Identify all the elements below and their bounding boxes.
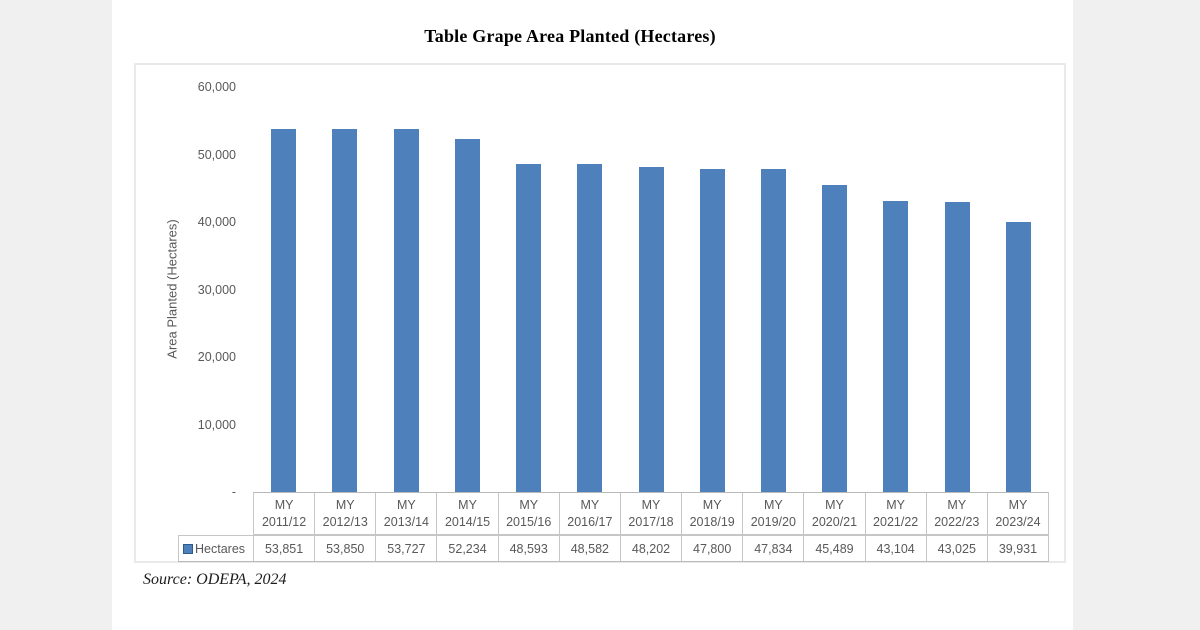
- bar: [883, 201, 908, 492]
- value-cell: 43,025: [927, 536, 988, 561]
- category-header-cell: MY 2016/17: [560, 493, 621, 534]
- category-line1: MY: [274, 497, 294, 512]
- y-tick-label: 60,000: [197, 80, 236, 94]
- category-line1: MY: [702, 497, 722, 512]
- value-cell: 45,489: [804, 536, 866, 561]
- category-header-cell: MY 2013/14: [376, 493, 438, 534]
- category-header-cell: MY 2011/12: [254, 493, 316, 534]
- y-tick-label: 40,000: [197, 215, 236, 229]
- category-line2: 2019/20: [750, 514, 796, 529]
- bar: [700, 169, 725, 492]
- y-tick-label: 50,000: [197, 147, 236, 162]
- category-line1: MY: [886, 497, 906, 512]
- category-line1: MY: [825, 497, 844, 512]
- bar: [455, 139, 480, 492]
- chart-title: Table Grape Area Planted (Hectares): [424, 26, 716, 46]
- y-tick-label: -: [231, 485, 236, 499]
- category-header-cell: MY 2012/13: [315, 493, 377, 534]
- category-line2: 2014/15: [444, 514, 491, 529]
- value-cell: 52,234: [437, 536, 499, 561]
- category-line2: 2022/23: [934, 514, 980, 529]
- source-note: Source: ODEPA, 2024: [143, 571, 287, 588]
- bar: [639, 167, 664, 492]
- category-header-cell: MY 2019/20: [743, 493, 805, 534]
- category-line2: 2016/17: [567, 514, 613, 529]
- value-cell: 48,593: [499, 536, 560, 561]
- value-cell: 53,850: [315, 536, 377, 561]
- legend-cell: Hectares: [179, 536, 254, 561]
- value-cell: 39,931: [998, 541, 1038, 556]
- category-line2: 2018/19: [689, 514, 735, 529]
- y-tick-label: 20,000: [197, 350, 236, 364]
- value-cell: 47,800: [682, 536, 744, 561]
- bar: [761, 169, 786, 492]
- legend-series-label: Hectares: [195, 541, 246, 556]
- category-header-cell: MY 2023/24: [988, 493, 1048, 534]
- category-line1: MY: [947, 497, 967, 512]
- bar: [945, 202, 970, 492]
- page-margin-right: [1073, 0, 1200, 630]
- data-table-value-row: Hectares 53,851 53,850 53,727 52,234 48,593 4…: [178, 535, 1049, 562]
- category-line2: 2020/21: [811, 514, 858, 529]
- category-line2: 2017/18: [628, 514, 674, 529]
- value-cell: 43,104: [866, 536, 927, 561]
- category-line1: MY: [458, 497, 477, 512]
- category-line1: MY: [1008, 497, 1028, 512]
- y-tick-label: 10,000: [197, 417, 236, 432]
- category-line2: 2011/12: [261, 514, 307, 529]
- plot-area: [253, 87, 1049, 492]
- category-line1: MY: [397, 497, 416, 512]
- y-tick-label: 30,000: [197, 282, 236, 297]
- page-margin-left: [0, 0, 112, 630]
- value-cell: 53,851: [254, 536, 316, 561]
- category-line2: 2013/14: [383, 514, 429, 529]
- category-line2: 2021/22: [873, 514, 919, 529]
- category-header-cell: MY 2015/16: [499, 493, 560, 534]
- category-header-cell: MY 2018/19: [682, 493, 744, 534]
- category-header-cell: MY 2020/21: [804, 493, 866, 534]
- category-header-cell: MY 2021/22: [866, 493, 927, 534]
- category-line2: 2015/16: [506, 514, 552, 529]
- bar: [822, 185, 847, 492]
- value-cell: 48,202: [621, 536, 683, 561]
- category-line1: MY: [519, 497, 539, 512]
- category-line1: MY: [763, 497, 783, 512]
- hectares-legend-key-icon: [183, 543, 193, 554]
- category-header-cell: MY 2022/23: [927, 493, 988, 534]
- value-cell: 47,834: [743, 536, 805, 561]
- value-cell: 53,727: [376, 536, 438, 561]
- category-line1: MY: [580, 497, 600, 512]
- value-cell: 48,582: [560, 536, 621, 561]
- bar: [394, 129, 419, 492]
- bar: [271, 129, 296, 492]
- category-line1: MY: [641, 497, 661, 512]
- category-header-cell: MY 2017/18: [621, 493, 683, 534]
- bar: [516, 164, 541, 492]
- category-line2: 2023/24: [995, 514, 1041, 529]
- bar: [1006, 222, 1031, 492]
- category-header-cell: MY 2014/15: [437, 493, 499, 534]
- bar: [332, 129, 357, 492]
- chart-frame: Area Planted (Hectares) 60,000 50,000 40,0…: [134, 63, 1066, 563]
- category-line2: 2012/13: [322, 514, 368, 529]
- category-line1: MY: [335, 497, 355, 512]
- data-table-header-row: MY 2011/12 MY 2012/13 MY 2013/14 MY 2014/15 MY 20…: [253, 492, 1049, 535]
- bar: [577, 164, 602, 492]
